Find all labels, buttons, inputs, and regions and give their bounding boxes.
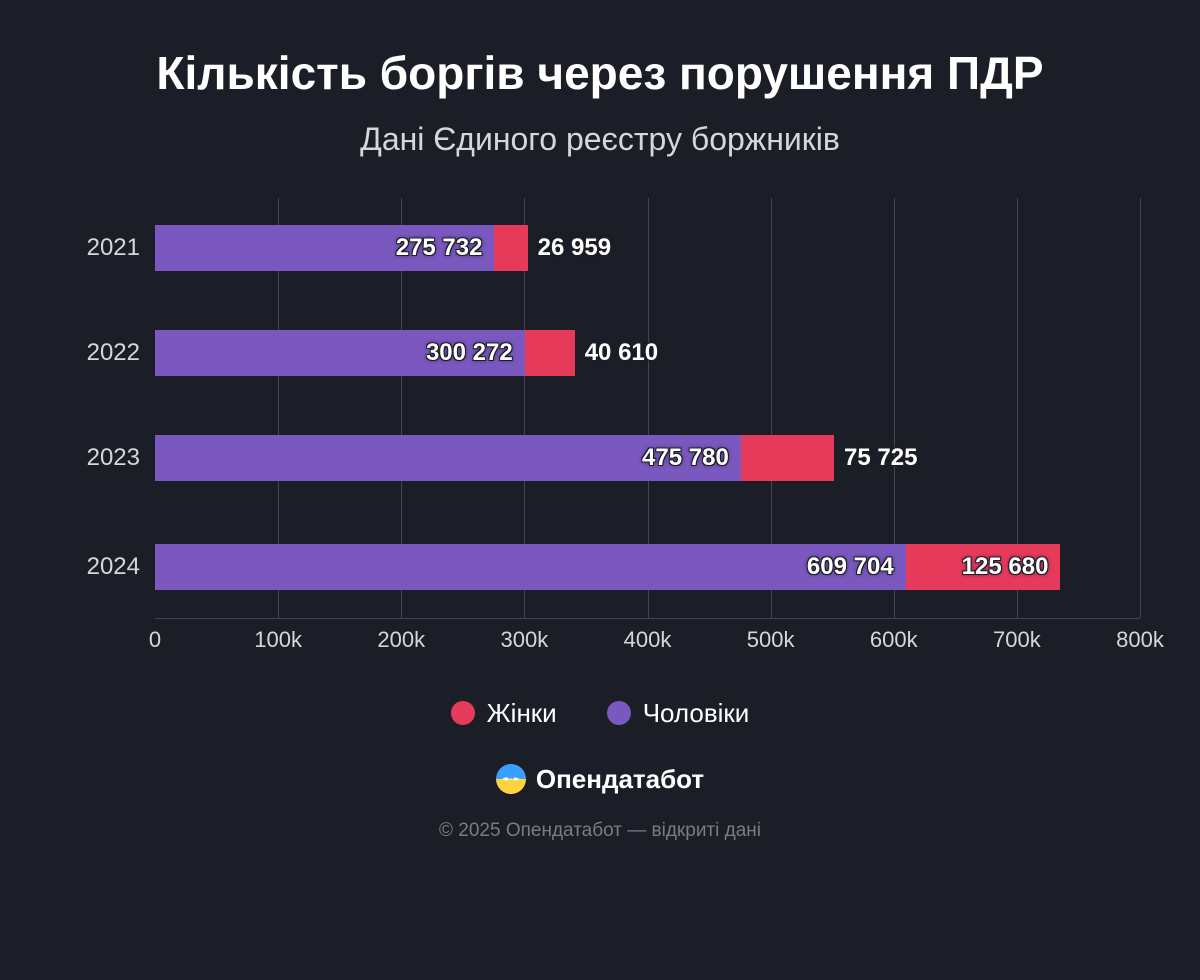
- bar-row: 300 272 40 610: [155, 330, 575, 376]
- brand-logo-icon: [496, 764, 526, 794]
- brand: Опендатабот: [496, 764, 704, 795]
- gridline: [1140, 198, 1141, 618]
- y-tick-label: 2023: [60, 444, 140, 472]
- x-tick-label: 400k: [624, 627, 672, 653]
- bar-segment-men: 475 780: [155, 435, 741, 481]
- x-tick-label: 0: [149, 627, 161, 653]
- bar-segment-men: 609 704: [155, 544, 906, 590]
- chart-title: Кількість боргів через порушення ПДР: [156, 45, 1043, 103]
- bar-row: 475 780 75 725: [155, 435, 834, 481]
- copyright: © 2025 Опендатабот — відкриті дані: [439, 820, 761, 842]
- bar-segment-men: 300 272: [155, 330, 525, 376]
- legend-swatch: [607, 701, 631, 725]
- y-tick-label: 2024: [60, 553, 140, 581]
- x-tick-label: 600k: [870, 627, 918, 653]
- bar-segment-men: 275 732: [155, 225, 494, 271]
- bar-value-men: 300 272: [426, 339, 513, 367]
- plot-area: 275 732 26 959 300 272 40 610 475 780 75 725 6…: [155, 198, 1140, 618]
- bar-row: 275 732 26 959: [155, 225, 528, 271]
- x-tick-label: 500k: [747, 627, 795, 653]
- x-tick-label: 700k: [993, 627, 1041, 653]
- bar-segment-women: 75 725: [741, 435, 834, 481]
- bar-segment-women: 125 680: [906, 544, 1061, 590]
- y-tick-label: 2021: [60, 234, 140, 262]
- brand-name: Опендатабот: [536, 764, 704, 795]
- legend-label: Чоловіки: [643, 698, 750, 729]
- bar-value-women: 125 680: [962, 553, 1049, 581]
- chart: 275 732 26 959 300 272 40 610 475 780 75 725 6…: [60, 198, 1140, 678]
- x-tick-label: 200k: [377, 627, 425, 653]
- legend-item-men: Чоловіки: [607, 698, 750, 729]
- legend-label: Жінки: [487, 698, 557, 729]
- bar-value-men: 609 704: [807, 553, 894, 581]
- bar-value-men: 275 732: [396, 234, 483, 262]
- bar-value-men: 475 780: [642, 444, 729, 472]
- x-tick-label: 800k: [1116, 627, 1164, 653]
- legend: Жінки Чоловіки: [451, 698, 750, 729]
- bar-segment-women: 26 959: [494, 225, 527, 271]
- bar-value-women: 40 610: [575, 339, 658, 367]
- x-axis-line: [155, 618, 1140, 619]
- bar-row: 609 704 125 680: [155, 544, 1060, 590]
- x-tick-label: 300k: [501, 627, 549, 653]
- bar-value-women: 26 959: [528, 234, 611, 262]
- x-tick-label: 100k: [254, 627, 302, 653]
- bar-value-women: 75 725: [834, 444, 917, 472]
- legend-swatch: [451, 701, 475, 725]
- y-tick-label: 2022: [60, 339, 140, 367]
- chart-subtitle: Дані Єдиного реєстру боржників: [360, 121, 840, 158]
- legend-item-women: Жінки: [451, 698, 557, 729]
- bar-segment-women: 40 610: [525, 330, 575, 376]
